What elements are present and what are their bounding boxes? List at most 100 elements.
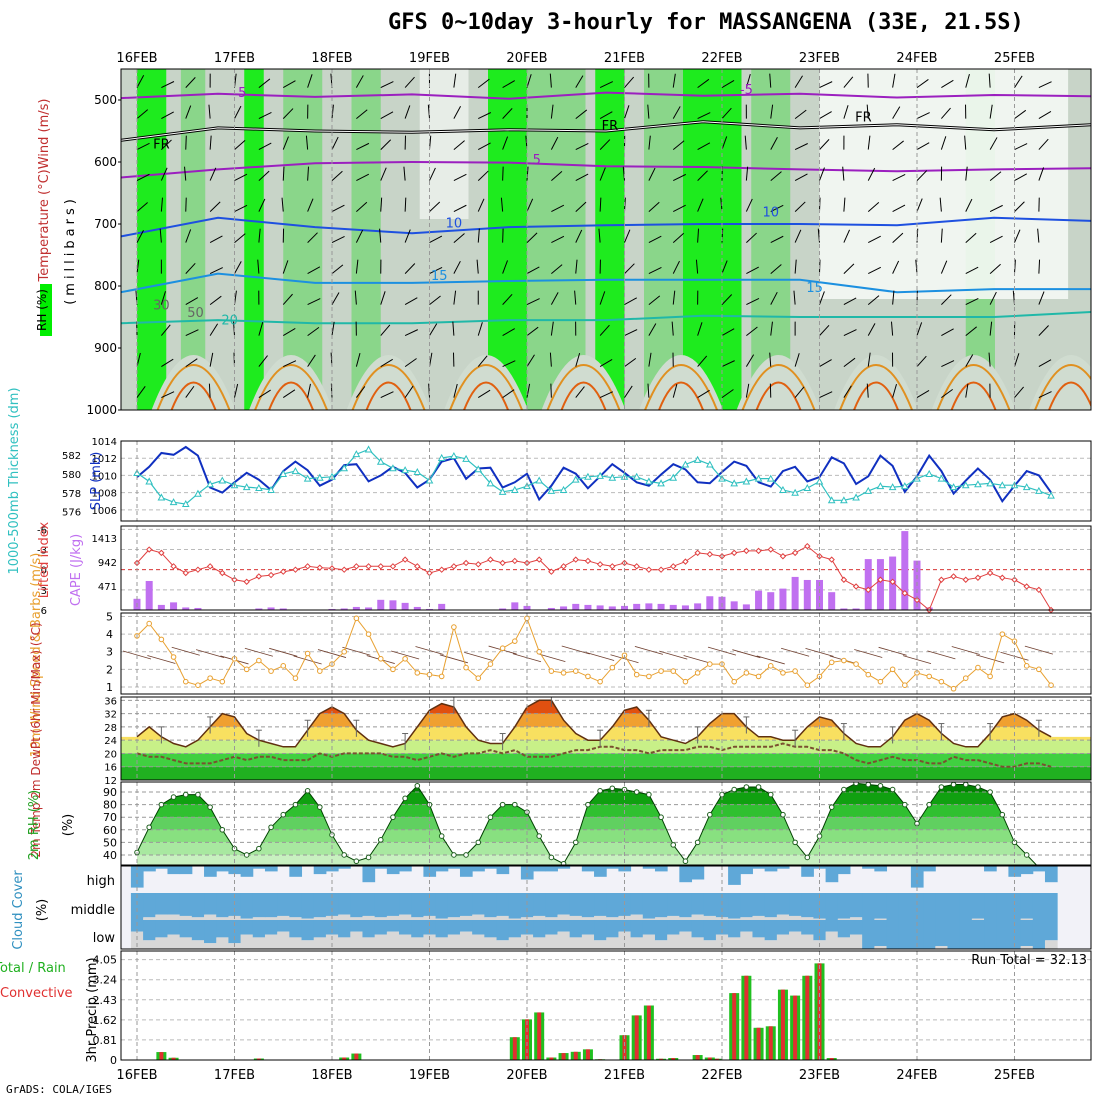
lifted-index-point [645,566,653,573]
rh-point [597,788,603,794]
cloud-low-bar [569,920,583,938]
precip-convective-bar [744,975,749,1060]
cloud-low-gap [728,937,741,949]
lifted-index-point [901,589,909,597]
wind-barb [429,167,436,181]
cape-bar [852,608,860,610]
cloud-low-bar [642,920,656,935]
wind-barb [819,324,830,336]
wind-barb [331,204,345,213]
cloud-low-gap [508,937,522,949]
wind-barb [624,105,630,119]
rh-point [280,811,287,818]
wind-barb [404,329,418,337]
wind-barb [697,322,703,336]
wind-barb [867,352,871,367]
wind-speed-point [292,675,299,681]
rh-point [341,852,347,858]
cloud-high-bar [862,866,875,869]
wind-barb [892,73,896,88]
wind-barb [769,73,772,88]
rh-point [402,795,408,802]
rh-point [792,839,798,846]
cloud-level-label: middle [71,903,115,918]
wind-barb [819,359,832,368]
wind-barb [282,166,285,181]
wind-barb [598,228,601,243]
wind-barb [502,80,516,89]
cloud-high-bar [252,866,266,869]
rh-point [414,782,421,789]
cloud-high-bar [606,866,619,869]
wind-barb [892,290,895,305]
wind-speed-point [341,648,347,655]
wind-barb [550,292,559,305]
wind-barb [307,354,316,367]
cape-bar [608,606,616,610]
thickness-tick: 580 [62,470,81,481]
cloud-middle-gap [545,917,558,920]
wind-barb [916,322,923,336]
temp-contour-25 [254,364,328,410]
wind-barb [185,385,195,398]
rh-point [268,824,274,831]
cloud-low-bar [533,920,546,938]
rh-point [999,811,1006,818]
cloud-low-gap [143,940,156,949]
rh-point [646,791,652,798]
wind-barb [989,171,1002,181]
contour-label: 30 [153,299,170,314]
cloud-low-gap [399,934,412,949]
lifted-index-point [316,564,324,571]
cloud-low-bar [301,920,315,941]
cloud-low-bar [143,920,156,941]
cloud-low-bar [386,920,400,932]
thickness-point [206,480,214,488]
cloud-middle-bar [167,893,181,915]
wind-speed-point [572,668,579,674]
cloud-middle-gap [837,918,851,920]
wind-barb [478,112,492,120]
surface-wind-barb [756,655,785,665]
date-label-top: 24FEB [896,51,937,66]
wind-speed-point [463,664,469,671]
rh-point [512,801,518,808]
wind-barb [892,140,904,150]
rh-point [487,814,494,821]
thickness-point [315,473,324,481]
wind-speed-point [658,668,664,674]
wind-barb [331,292,340,305]
surface-wind-barb [878,646,907,656]
surface-wind-barb [951,646,980,655]
date-label-bottom: 25FEB [994,1068,1035,1083]
wind-speed-point [646,673,652,680]
cloud-high-bar [520,866,534,880]
precip-convective-bar [256,1058,261,1060]
axis-label-convective: Convective [0,986,73,1001]
wind-speed-point [195,682,201,688]
cloud-middle-gap [289,917,303,920]
cloud-high-bar [313,866,327,875]
cloud-high-bar [740,866,753,875]
wind-speed-point [962,675,969,681]
wind-barb [477,78,490,88]
wind-barb [574,290,577,305]
wind-barb [549,73,552,88]
rh-point [865,782,872,788]
precip-convective-bar [622,1035,627,1060]
wind-barb [624,329,638,337]
wind-barb [575,75,584,88]
panel-pcp-frame [120,950,1092,1061]
wind-barb [843,297,857,306]
thickness-tick: 576 [62,508,81,519]
precip-convective-bar [525,1019,529,1060]
lifted-index-point [158,549,165,557]
wind-speed-point [353,615,360,622]
cape-bar [584,604,592,610]
wind-barb [258,198,266,212]
cloud-low-gap [545,934,558,949]
contour-label: 10 [446,217,463,232]
cloud-middle-bar [886,893,900,920]
cloud-low-bar [679,920,693,932]
rh-point [975,784,981,790]
